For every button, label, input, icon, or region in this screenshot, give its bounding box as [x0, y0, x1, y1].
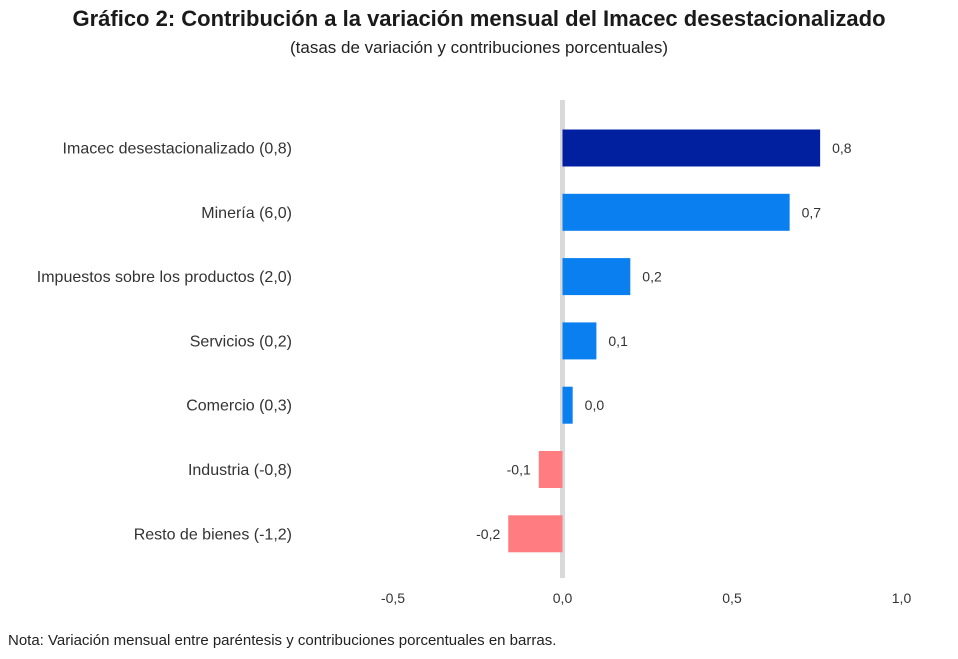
category-label: Impuestos sobre los productos (2,0)	[37, 269, 292, 286]
chart-subtitle: (tasas de variación y contribuciones por…	[290, 38, 668, 57]
bar-5	[538, 451, 563, 488]
bar-2	[562, 258, 631, 296]
bar-3	[562, 322, 597, 360]
bar-6	[508, 515, 563, 553]
bar-4	[562, 386, 573, 424]
data-label: 0,8	[832, 140, 852, 156]
data-label: -0,2	[476, 526, 500, 542]
data-label: 0,1	[608, 333, 628, 349]
category-label: Minería (6,0)	[201, 205, 292, 222]
chart-title: Gráfico 2: Contribución a la variación m…	[72, 6, 886, 31]
category-label: Imacec desestacionalizado (0,8)	[63, 141, 292, 158]
x-tick-label: 0,5	[722, 590, 742, 606]
bar-0	[562, 129, 821, 167]
data-label: 0,2	[642, 269, 662, 285]
category-label: Resto de bienes (-1,2)	[134, 526, 292, 543]
x-tick-label: -0,5	[381, 590, 405, 606]
category-label: Comercio (0,3)	[186, 398, 292, 415]
chart-note: Nota: Variación mensual entre paréntesis…	[8, 632, 557, 649]
data-label: 0,0	[585, 397, 605, 413]
data-label: 0,7	[802, 204, 822, 220]
x-tick-label: 0,0	[553, 590, 573, 606]
x-tick-label: 1,0	[892, 590, 912, 606]
category-label: Servicios (0,2)	[190, 333, 292, 350]
category-label: Industria (-0,8)	[188, 462, 292, 479]
data-label: -0,1	[507, 462, 531, 478]
bar-1	[562, 193, 790, 231]
